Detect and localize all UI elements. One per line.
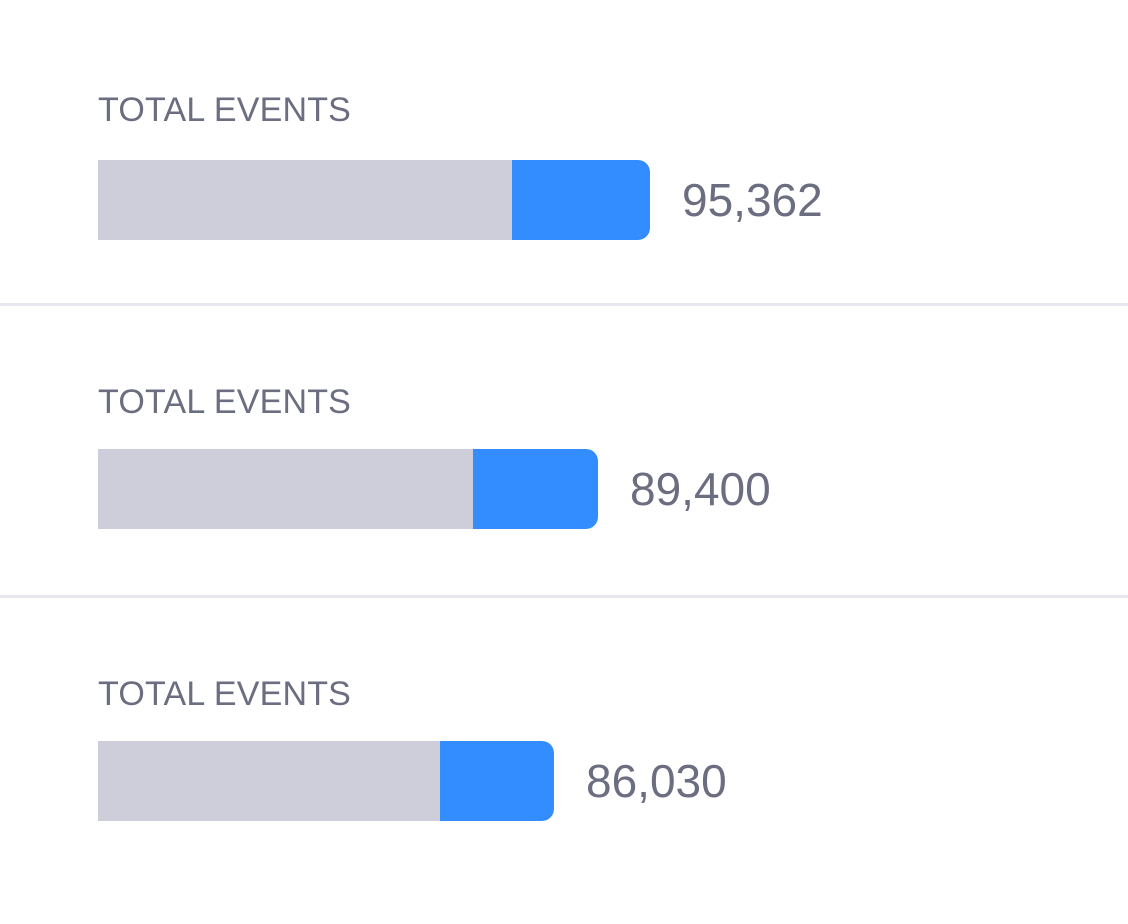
metric-bar-track (98, 160, 650, 240)
metric-bar-group: 95,362 (98, 160, 823, 240)
metric-value: 86,030 (586, 755, 727, 807)
metric-bar-highlight (512, 160, 650, 240)
metric-value: 89,400 (630, 463, 771, 515)
metric-label: TOTAL EVENTS (98, 383, 352, 421)
metric-label: TOTAL EVENTS (98, 91, 352, 129)
metric-bar-highlight (473, 449, 598, 529)
metric-bar-track (98, 449, 598, 529)
metric-row: TOTAL EVENTS 86,030 (0, 598, 1128, 924)
metric-row: TOTAL EVENTS 89,400 (0, 306, 1128, 598)
metric-label: TOTAL EVENTS (98, 675, 352, 713)
metric-bar-group: 89,400 (98, 449, 771, 529)
metric-bar-group: 86,030 (98, 741, 727, 821)
metric-row: TOTAL EVENTS 95,362 (0, 0, 1128, 306)
metric-bar-highlight (440, 741, 554, 821)
metric-value: 95,362 (682, 174, 823, 226)
metric-bar-track (98, 741, 554, 821)
